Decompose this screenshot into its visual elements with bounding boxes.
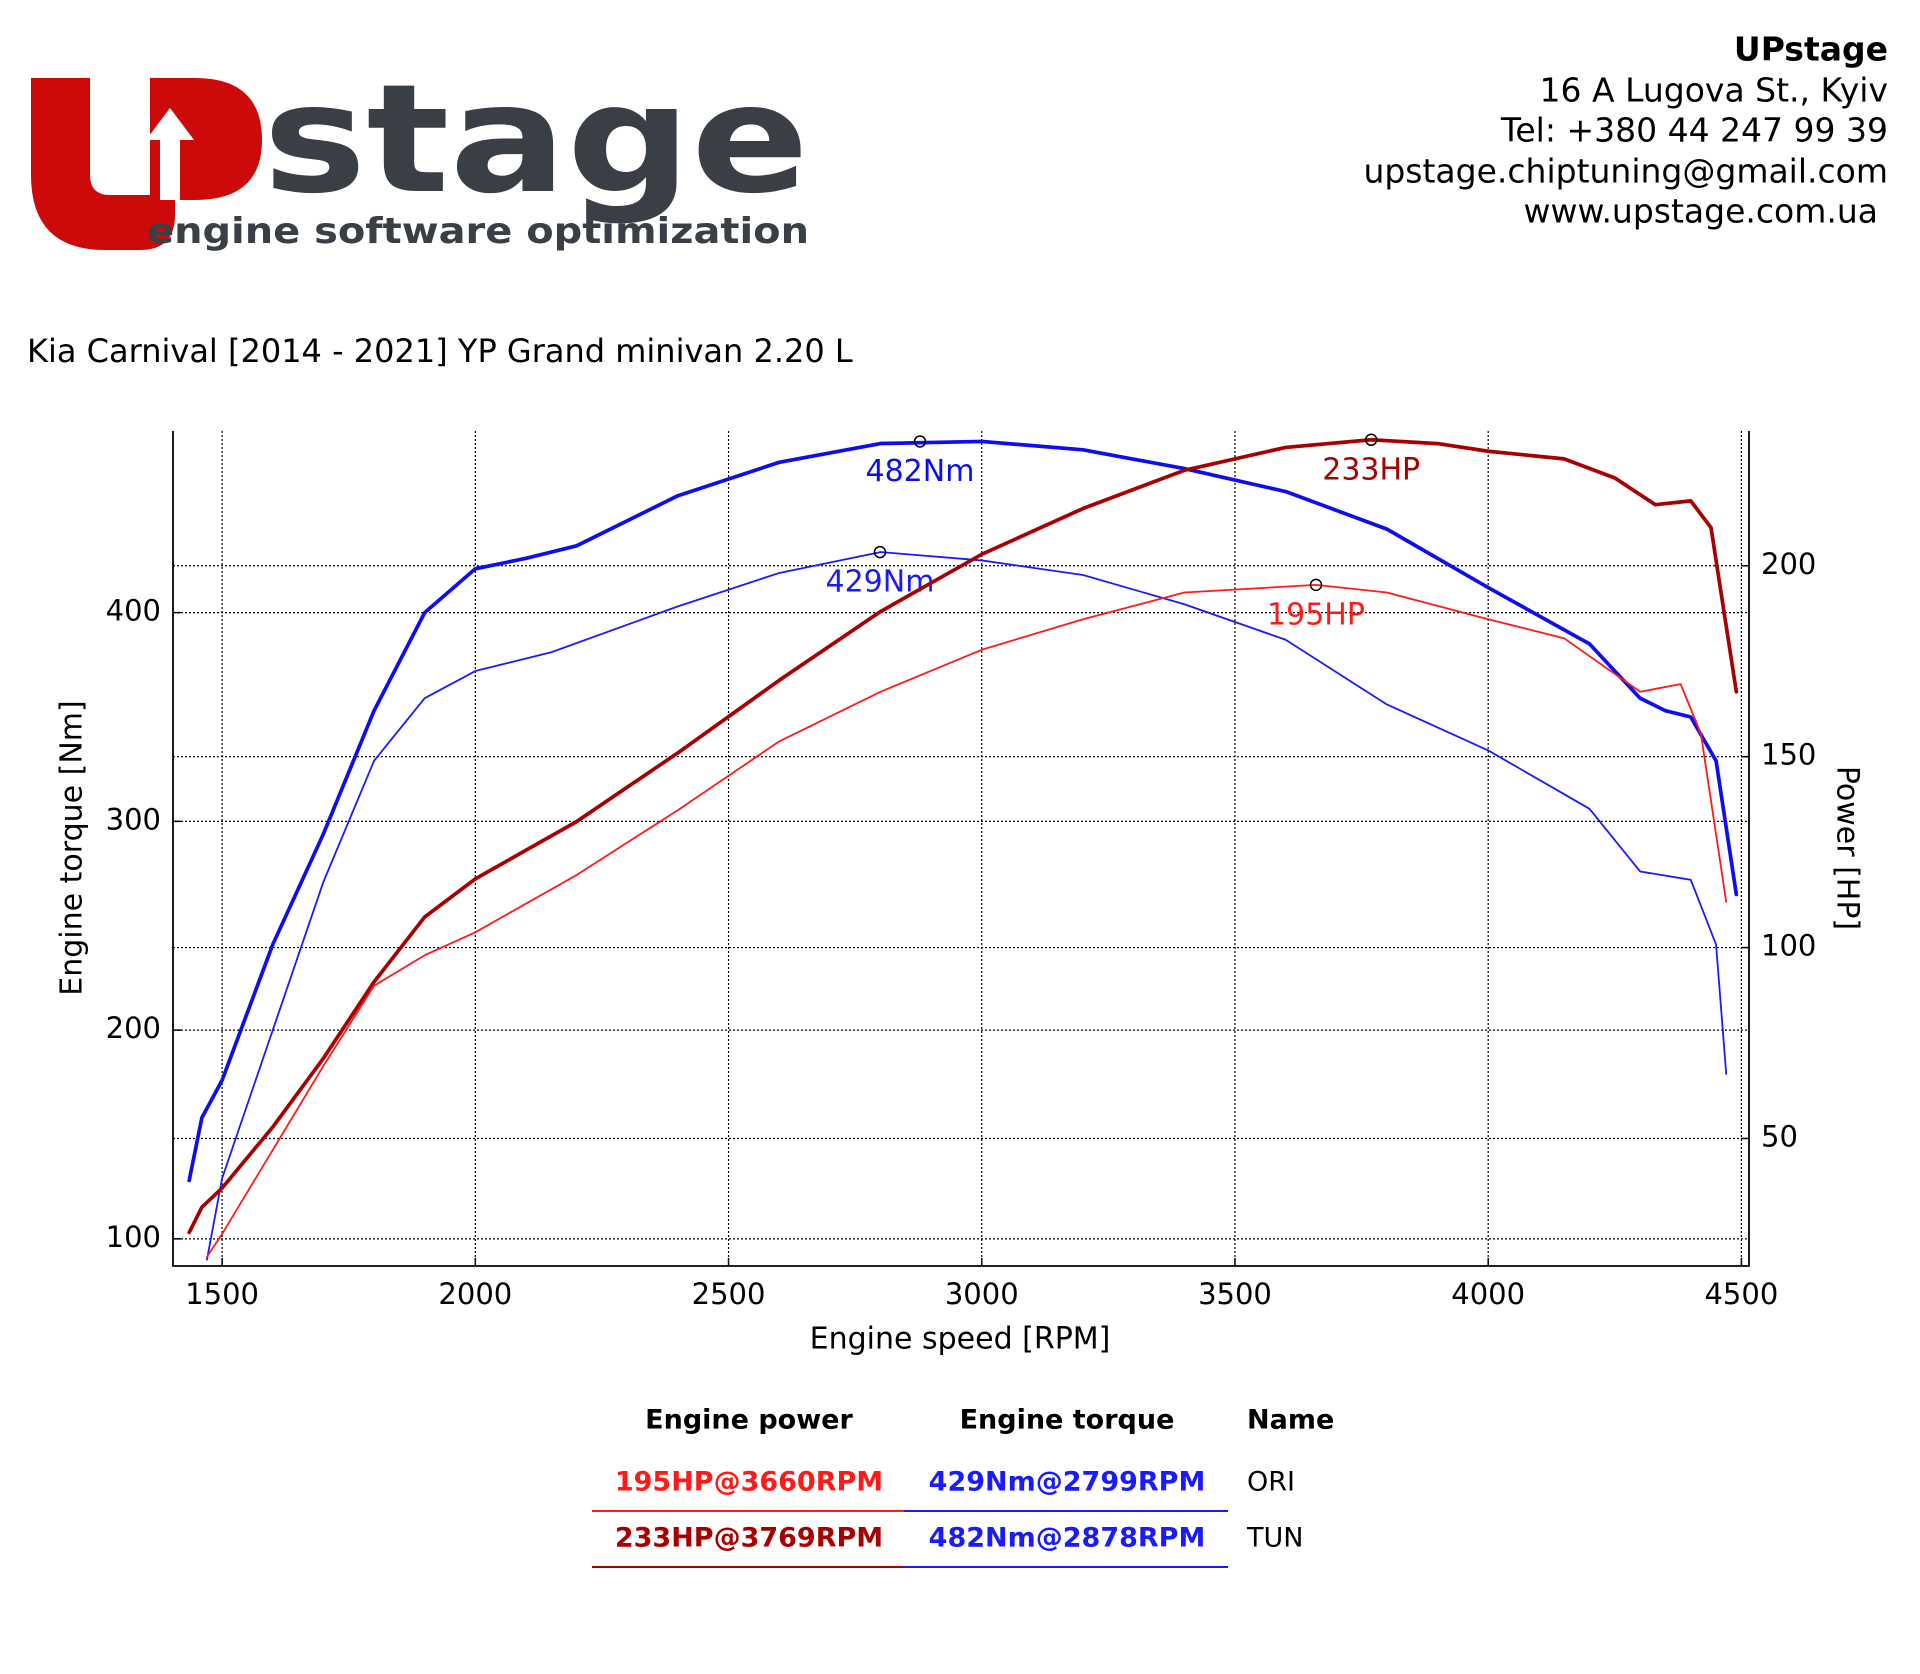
- company-name: UPstage: [1734, 30, 1888, 69]
- y2-tick-label: 150: [1761, 738, 1816, 772]
- table-cell: TUN: [1246, 1523, 1303, 1554]
- y2-tick-label: 200: [1761, 547, 1816, 581]
- company-address: 16 A Lugova St., Kyiv: [1540, 71, 1888, 110]
- table-cell: 233HP@3769RPM: [615, 1523, 883, 1554]
- y2-tick-label: 50: [1761, 1119, 1798, 1153]
- peak-label: 195HP: [1267, 597, 1365, 632]
- logo-tagline: engine software optimization: [147, 211, 809, 252]
- table-cell: 429Nm@2799RPM: [929, 1467, 1206, 1498]
- chart-title: Kia Carnival [2014 - 2021] YP Grand mini…: [27, 332, 853, 370]
- company-phone: Tel: +380 44 247 99 39: [1500, 111, 1888, 150]
- x-tick-label: 2500: [692, 1277, 766, 1311]
- peak-marker: [913, 435, 927, 448]
- table-header: Engine power: [645, 1405, 853, 1436]
- peak-label: 233HP: [1322, 452, 1420, 487]
- company-info: UPstage 16 A Lugova St., Kyiv Tel: +380 …: [1363, 30, 1888, 231]
- curve: [187, 437, 1739, 1235]
- curve: [187, 439, 1739, 1183]
- table-header: Name: [1247, 1405, 1334, 1436]
- y-tick-label: 100: [106, 1220, 161, 1254]
- peak-label: 482Nm: [866, 454, 975, 489]
- company-website: www.upstage.com.ua: [1524, 192, 1879, 231]
- y2-axis-label: Power [HP]: [1830, 766, 1865, 930]
- x-tick-label: 3000: [945, 1277, 1019, 1311]
- curve: [206, 583, 1728, 1258]
- x-axis-label: Engine speed [RPM]: [810, 1322, 1111, 1357]
- y-tick-label: 200: [106, 1011, 161, 1045]
- y2-tick-label: 100: [1761, 929, 1816, 963]
- logo-text: stage: [263, 53, 809, 227]
- peak-label: 429Nm: [826, 565, 935, 600]
- table-cell: 482Nm@2878RPM: [929, 1523, 1206, 1554]
- x-tick-label: 2000: [438, 1277, 512, 1311]
- y-axis-label: Engine torque [Nm]: [55, 700, 90, 995]
- x-tick-label: 1500: [185, 1277, 259, 1311]
- axis-frame: [172, 431, 1750, 1267]
- peak-marker: [873, 545, 887, 559]
- x-tick-label: 3500: [1198, 1277, 1272, 1311]
- peak-marker: [1364, 433, 1378, 447]
- y-tick-label: 300: [106, 802, 161, 836]
- y-tick-label: 400: [106, 594, 161, 628]
- table-header: Engine torque: [960, 1405, 1175, 1436]
- logo-mark: [31, 78, 262, 250]
- table-cell: ORI: [1247, 1467, 1295, 1498]
- table-cell: 195HP@3660RPM: [615, 1467, 883, 1498]
- logo: stage engine software optimization: [31, 53, 809, 252]
- company-email: upstage.chiptuning@gmail.com: [1363, 152, 1888, 191]
- curve: [206, 551, 1728, 1261]
- x-tick-label: 4500: [1704, 1277, 1778, 1311]
- peak-marker: [1309, 578, 1323, 592]
- x-tick-label: 4000: [1451, 1277, 1525, 1311]
- logo-arrow: [146, 108, 194, 200]
